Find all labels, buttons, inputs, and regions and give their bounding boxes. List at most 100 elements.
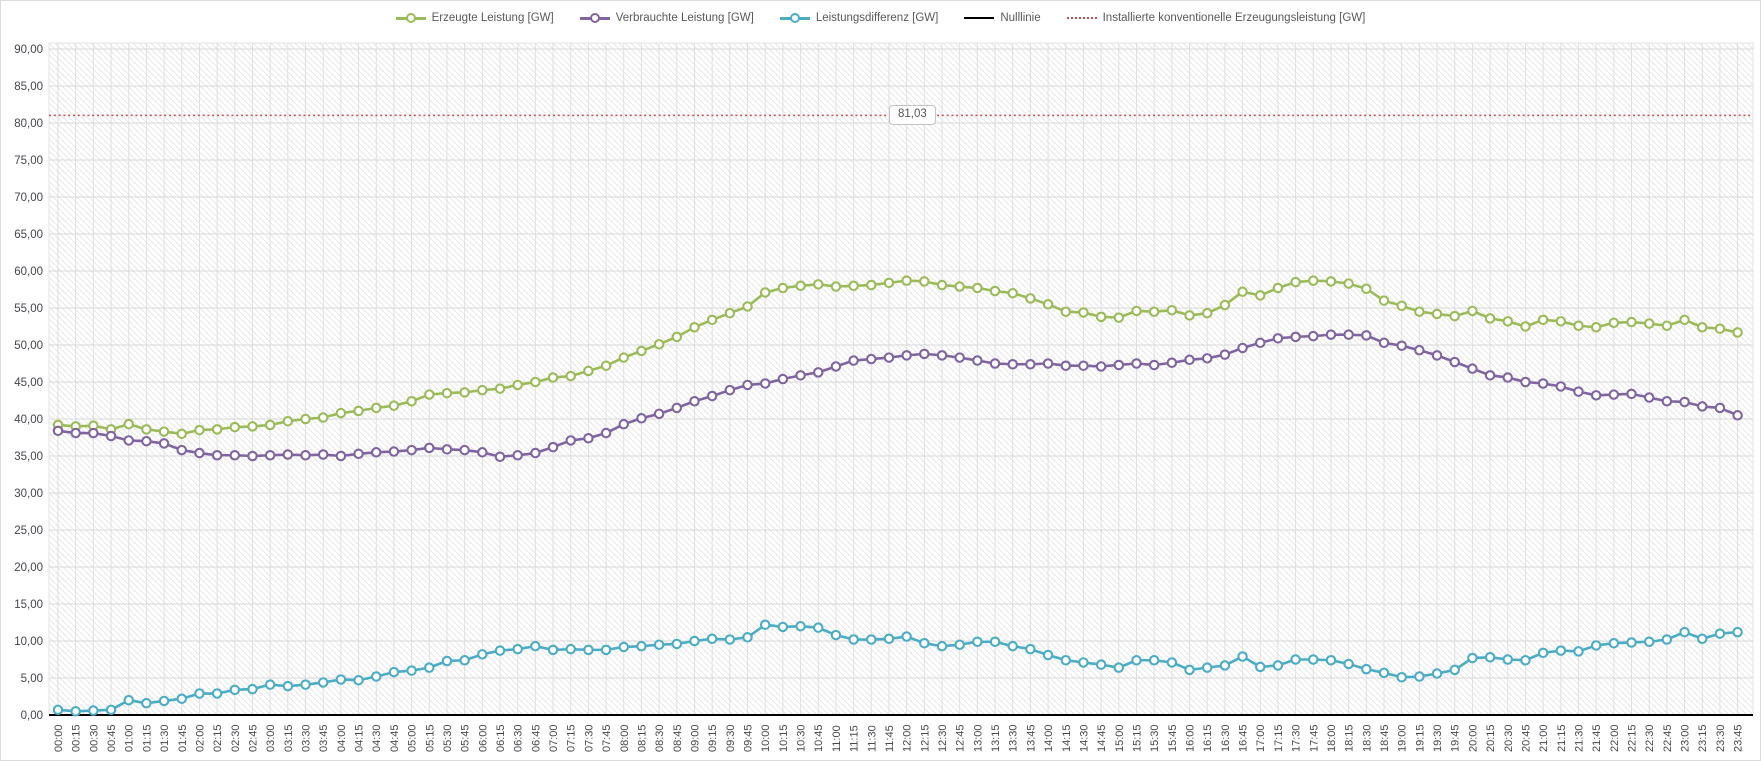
series-data-point <box>317 677 329 688</box>
series-data-point <box>653 639 665 650</box>
x-axis-tick-label: 12:30 <box>937 724 949 752</box>
x-axis-tick-label: 08:30 <box>654 724 666 752</box>
series-data-point <box>1502 654 1514 665</box>
legend-item-installierte-erzeugungsleistung[interactable]: Installierte konventionelle Erzeugungsle… <box>1066 12 1365 24</box>
x-axis-tick-label: 06:15 <box>495 724 507 752</box>
series-data-point <box>335 674 347 685</box>
legend-item-erzeugte-leistung[interactable]: Erzeugte Leistung [GW] <box>395 12 554 24</box>
x-axis-tick-label: 10:00 <box>760 724 772 752</box>
leistungsdifferenz-line-marker-icon <box>779 13 810 24</box>
series-data-point <box>1131 305 1142 317</box>
series-data-point <box>1060 360 1072 371</box>
legend-item-verbrauchte-leistung[interactable]: Verbrauchte Leistung [GW] <box>579 12 754 24</box>
series-data-point <box>1555 316 1567 327</box>
x-axis-tick-label: 06:45 <box>530 724 542 752</box>
series-data-point <box>848 355 859 366</box>
series-data-point <box>1484 652 1496 663</box>
series-data-point <box>1325 276 1337 287</box>
series-data-point <box>742 301 753 312</box>
y-axis-tick-label: 45,00 <box>14 377 43 389</box>
x-axis-tick-label: 02:00 <box>194 724 206 752</box>
legend-item-leistungsdifferenz[interactable]: Leistungsdifferenz [GW] <box>779 12 938 24</box>
x-axis-tick-label: 05:15 <box>424 724 436 752</box>
series-data-point <box>706 390 718 402</box>
series-data-point <box>1007 640 1018 652</box>
x-axis-tick-label: 09:00 <box>689 724 701 752</box>
series-data-point <box>618 352 630 363</box>
x-axis-tick-label: 01:30 <box>159 724 171 752</box>
series-data-point <box>1361 330 1372 341</box>
y-axis-tick-label: 85,00 <box>14 81 43 93</box>
series-data-point <box>1396 340 1407 351</box>
x-axis-tick-label: 05:45 <box>460 724 472 752</box>
series-data-point <box>1484 313 1496 324</box>
series-data-point <box>1219 660 1231 671</box>
series-data-point <box>459 654 470 666</box>
erzeugte-leistung-line-marker-icon <box>395 13 426 24</box>
series-data-point <box>211 450 223 461</box>
series-data-point <box>1520 376 1531 388</box>
series-data-point <box>1007 358 1018 370</box>
series-data-point <box>1467 305 1478 317</box>
series-data-point <box>406 665 417 676</box>
x-axis-tick-label: 08:45 <box>672 724 684 752</box>
legend-item-nulllinie[interactable]: Nulllinie <box>964 12 1041 24</box>
series-data-point <box>1237 286 1248 297</box>
series-data-point <box>477 447 488 458</box>
series-data-point <box>1343 329 1354 340</box>
series-data-point <box>1626 316 1637 328</box>
series-data-point <box>477 649 488 660</box>
series-data-point <box>583 432 594 444</box>
legend-label: Erzeugte Leistung [GW] <box>431 12 554 24</box>
x-axis-tick-label: 17:15 <box>1273 724 1285 752</box>
series-data-point <box>901 350 912 361</box>
series-data-point <box>70 427 81 439</box>
x-axis-tick-label: 15:00 <box>1114 724 1126 752</box>
series-data-point <box>547 372 559 383</box>
series-data-point <box>1661 320 1673 332</box>
threshold-value-label: 81,03 <box>889 105 936 126</box>
series-data-point <box>777 282 789 294</box>
series-data-point <box>1573 320 1584 332</box>
series-data-point <box>370 671 382 682</box>
x-axis-tick-label: 00:15 <box>71 724 83 752</box>
series-data-point <box>530 376 541 388</box>
x-axis-tick-label: 18:15 <box>1344 724 1356 752</box>
x-axis-tick-label: 18:45 <box>1379 724 1391 752</box>
series-data-point <box>441 387 453 399</box>
series-data-point <box>901 631 912 642</box>
series-data-point <box>1643 636 1655 647</box>
x-axis-tick-label: 16:15 <box>1202 724 1214 752</box>
series-data-point <box>1608 317 1620 329</box>
x-axis-tick-label: 02:30 <box>230 724 242 752</box>
x-axis-tick-label: 21:30 <box>1573 724 1585 752</box>
x-axis-tick-label: 07:30 <box>583 724 595 752</box>
y-axis-tick-label: 20,00 <box>14 562 43 574</box>
x-axis-tick-label: 19:15 <box>1414 724 1426 752</box>
series-data-point <box>1148 359 1160 371</box>
series-data-point <box>812 367 824 378</box>
series-data-point <box>1095 361 1107 372</box>
series-data-point <box>282 449 294 460</box>
y-axis-tick-label: 25,00 <box>14 525 43 537</box>
series-data-point <box>123 418 134 430</box>
x-axis-tick-label: 17:45 <box>1308 724 1320 752</box>
series-data-point <box>370 402 382 414</box>
series-data-point <box>247 683 258 695</box>
x-axis-tick-label: 10:45 <box>813 724 825 752</box>
x-axis-tick-label: 23:15 <box>1697 724 1709 752</box>
x-axis-tick-label: 03:00 <box>265 724 277 752</box>
x-axis-tick-label: 13:45 <box>1025 724 1037 752</box>
series-data-point <box>1732 410 1743 421</box>
series-data-point <box>247 450 258 462</box>
series-data-point <box>388 666 400 678</box>
series-data-point <box>1714 402 1726 414</box>
series-data-point <box>812 622 824 633</box>
series-data-point <box>176 444 188 456</box>
series-data-point <box>353 405 364 417</box>
series-data-point <box>1502 316 1514 327</box>
series-data-point <box>989 358 1001 369</box>
series-data-point <box>1148 306 1160 317</box>
series-data-point <box>1201 662 1213 673</box>
series-data-point <box>759 619 771 630</box>
